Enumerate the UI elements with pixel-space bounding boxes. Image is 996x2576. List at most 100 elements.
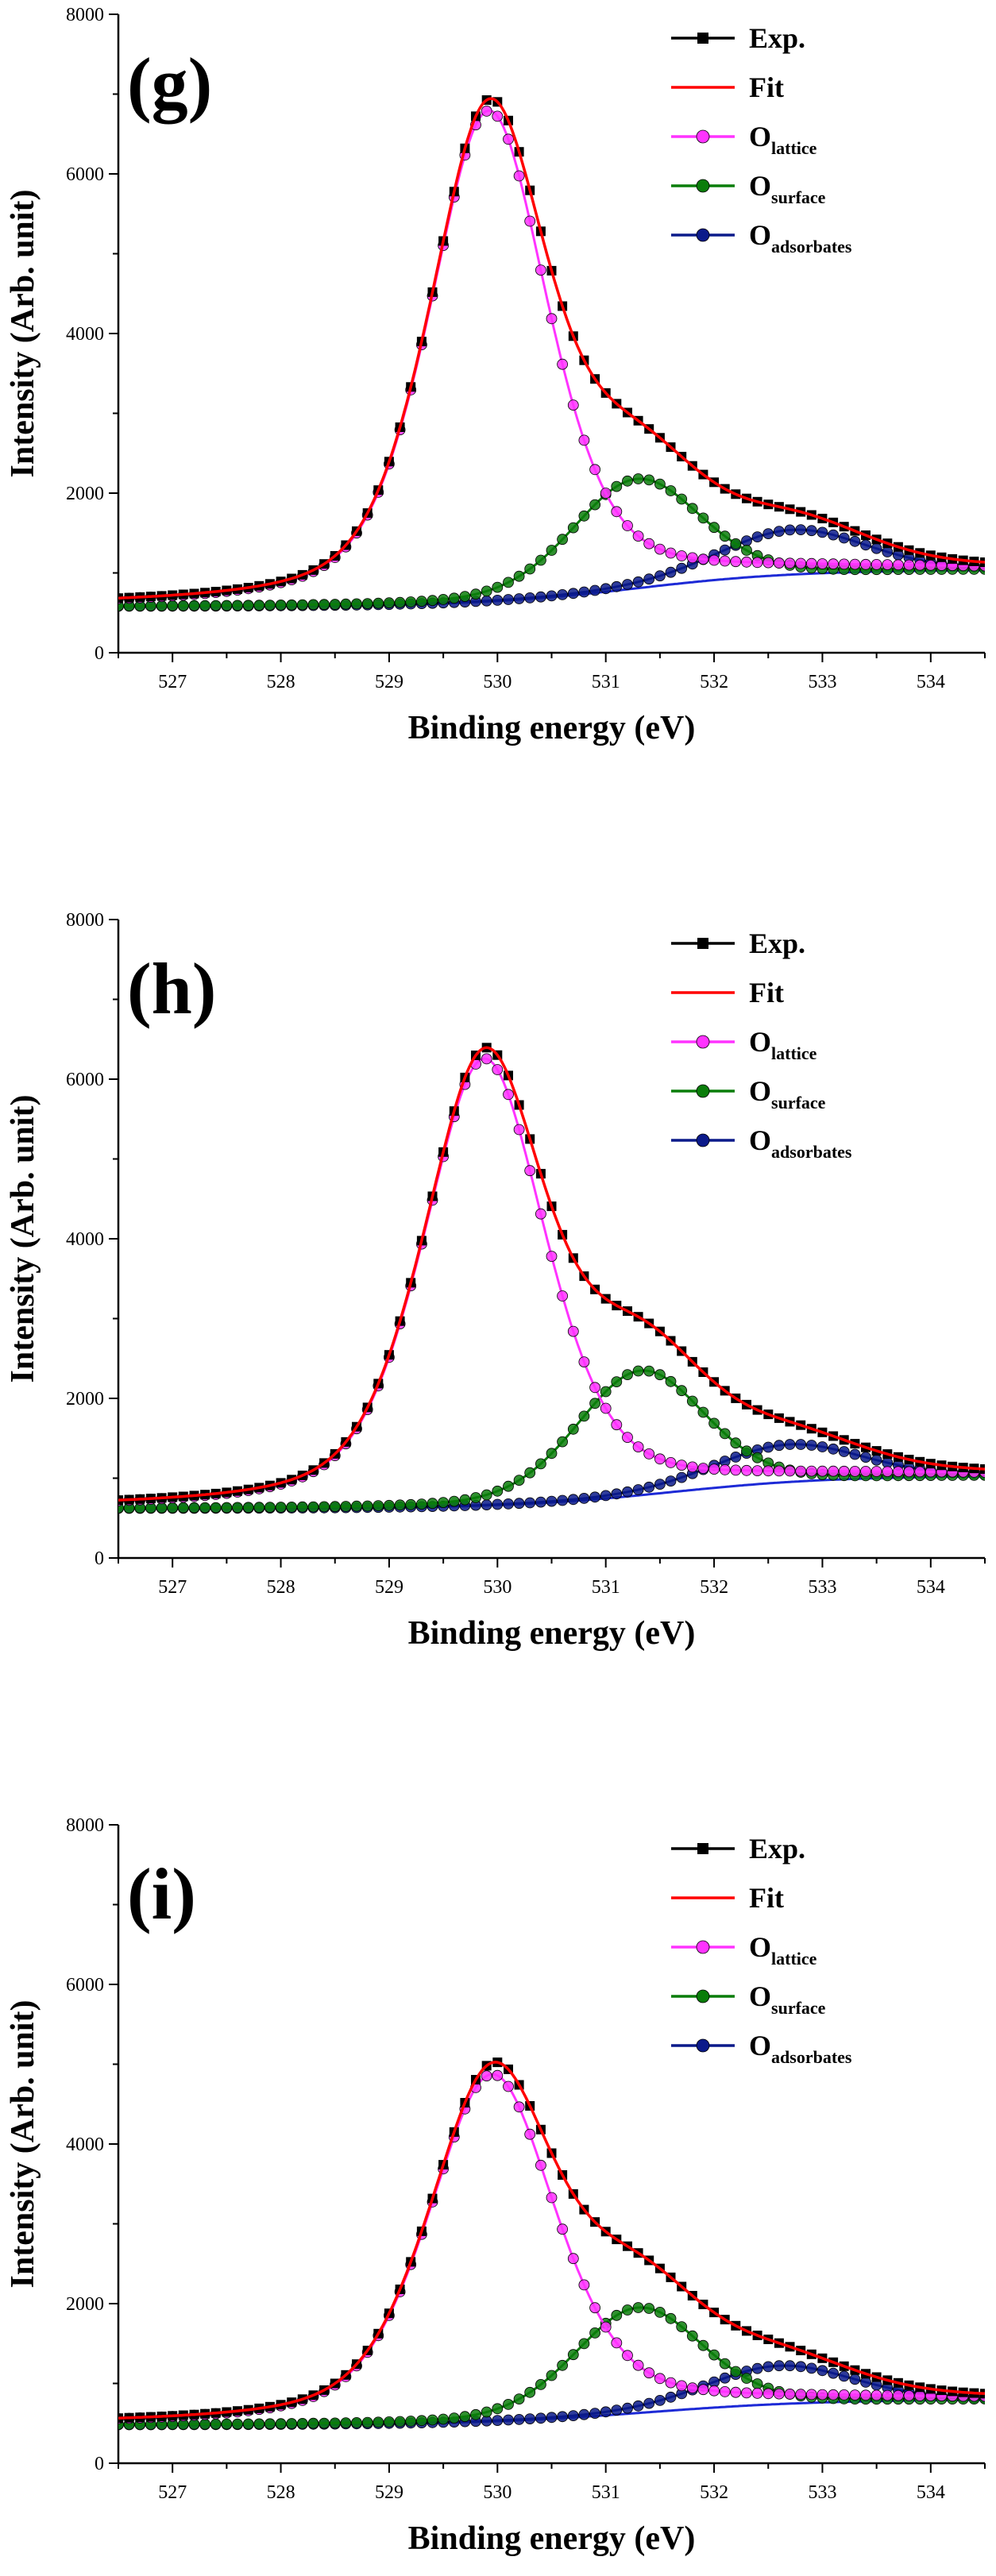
adsorbates-point (611, 1488, 623, 1500)
surface-point (296, 1501, 308, 1513)
surface-point (405, 2416, 417, 2427)
surface-point (264, 2418, 276, 2430)
lattice-point (524, 2128, 536, 2140)
lattice-point (882, 559, 894, 570)
surface-point (622, 475, 633, 487)
surface-point (654, 1369, 666, 1381)
surface-point (697, 1406, 709, 1418)
x-tick-label: 532 (700, 672, 728, 692)
legend-item: Osurface (671, 1980, 826, 2018)
adsorbates-point (578, 586, 590, 598)
adsorbates-point (513, 2413, 525, 2425)
surface-point (589, 499, 600, 511)
lattice-point (665, 547, 677, 559)
lattice-point (611, 506, 623, 518)
adsorbates-point (632, 576, 644, 588)
adsorbates-point (567, 588, 579, 600)
surface-point (513, 1475, 525, 1486)
lattice-point (882, 1466, 894, 1477)
adsorbates-point (762, 2361, 774, 2373)
legend-label-main: O (749, 2030, 771, 2061)
lattice-point (805, 2389, 817, 2401)
adsorbates-point (751, 2362, 763, 2374)
chart-panel-i: 0 2000 4000 6000 8000 527 528 529 530 531 532 533 53… (5, 1815, 986, 2557)
legend-marker (697, 1843, 708, 1854)
adsorbates-point (535, 2412, 546, 2424)
surface-point (318, 2417, 330, 2429)
surface-point (535, 554, 546, 566)
lattice-point (849, 558, 861, 570)
x-tick-label: 530 (483, 2482, 512, 2503)
legend-item: Exp. (671, 1833, 805, 1865)
y-axis-title: Intensity (Arb. unit) (5, 190, 41, 478)
legend-label: Fit (749, 1882, 784, 1914)
surface-point (448, 592, 460, 604)
lattice-point (578, 434, 590, 446)
legend-label: Fit (749, 977, 784, 1008)
legend-label-main: O (749, 121, 771, 152)
surface-point (751, 1452, 763, 1463)
adsorbates-point (828, 1443, 839, 1455)
surface-point (622, 2304, 633, 2316)
surface-point (188, 1502, 200, 1514)
surface-point (210, 2418, 222, 2430)
lattice-point (578, 2279, 590, 2291)
lattice-point (513, 2101, 525, 2113)
x-tick-label: 531 (592, 1577, 620, 1598)
legend-label-main: O (749, 219, 771, 251)
surface-point (253, 2418, 265, 2430)
lattice-point (643, 1448, 655, 1460)
surface-point (665, 2312, 677, 2324)
adsorbates-point (882, 546, 894, 557)
surface-point (383, 597, 395, 609)
lattice-point (600, 2321, 612, 2333)
lattice-point (741, 556, 752, 568)
lattice-point (751, 557, 763, 569)
lattice-point (503, 1089, 514, 1101)
surface-point (405, 596, 417, 607)
surface-point (210, 600, 222, 611)
lattice-point (643, 538, 655, 550)
lattice-point (535, 1208, 546, 1220)
exp-series (118, 1043, 985, 1506)
surface-point (416, 1498, 427, 1510)
legend-label-main: O (749, 1075, 771, 1107)
lattice-point (882, 2389, 894, 2401)
adsorbates-point (481, 595, 492, 607)
adsorbates-point (578, 2408, 590, 2420)
surface-point (253, 1502, 265, 1514)
surface-point (188, 600, 200, 611)
legend-label-main: O (749, 1980, 771, 2012)
surface-point (361, 1500, 373, 1512)
lattice-point (546, 313, 558, 325)
surface-point (567, 1423, 579, 1435)
legend-label-main: Fit (749, 1882, 784, 1914)
adsorbates-point (676, 1471, 688, 1483)
surface-point (730, 2366, 742, 2377)
x-axis-title: Binding energy (eV) (408, 2520, 696, 2557)
surface-point (329, 1501, 341, 1513)
adsorbates-point (524, 1497, 536, 1509)
legend-item: Oadsorbates (671, 1124, 852, 1162)
y-tick-label: 2000 (66, 484, 104, 504)
lattice-point (503, 2080, 514, 2092)
lattice-point (751, 2387, 763, 2399)
legend-item: Osurface (671, 170, 826, 207)
lattice-point (697, 2384, 709, 2396)
adsorbates-point (654, 2394, 666, 2406)
surface-point (253, 600, 265, 611)
x-tick-label: 529 (375, 672, 403, 692)
lattice-point (632, 530, 644, 542)
x-tick-label: 528 (267, 1577, 295, 1598)
legend-label-main: O (749, 1124, 771, 1156)
surface-point (524, 1467, 536, 1479)
surface-point (546, 1448, 558, 1460)
surface-point (394, 596, 406, 608)
x-tick-label: 531 (592, 2482, 620, 2503)
surface-point (296, 599, 308, 611)
adsorbates-point (816, 2365, 828, 2377)
legend-marker (697, 33, 708, 44)
lattice-point (838, 558, 850, 570)
legend-marker (696, 1940, 710, 1954)
lattice-point (828, 558, 839, 570)
